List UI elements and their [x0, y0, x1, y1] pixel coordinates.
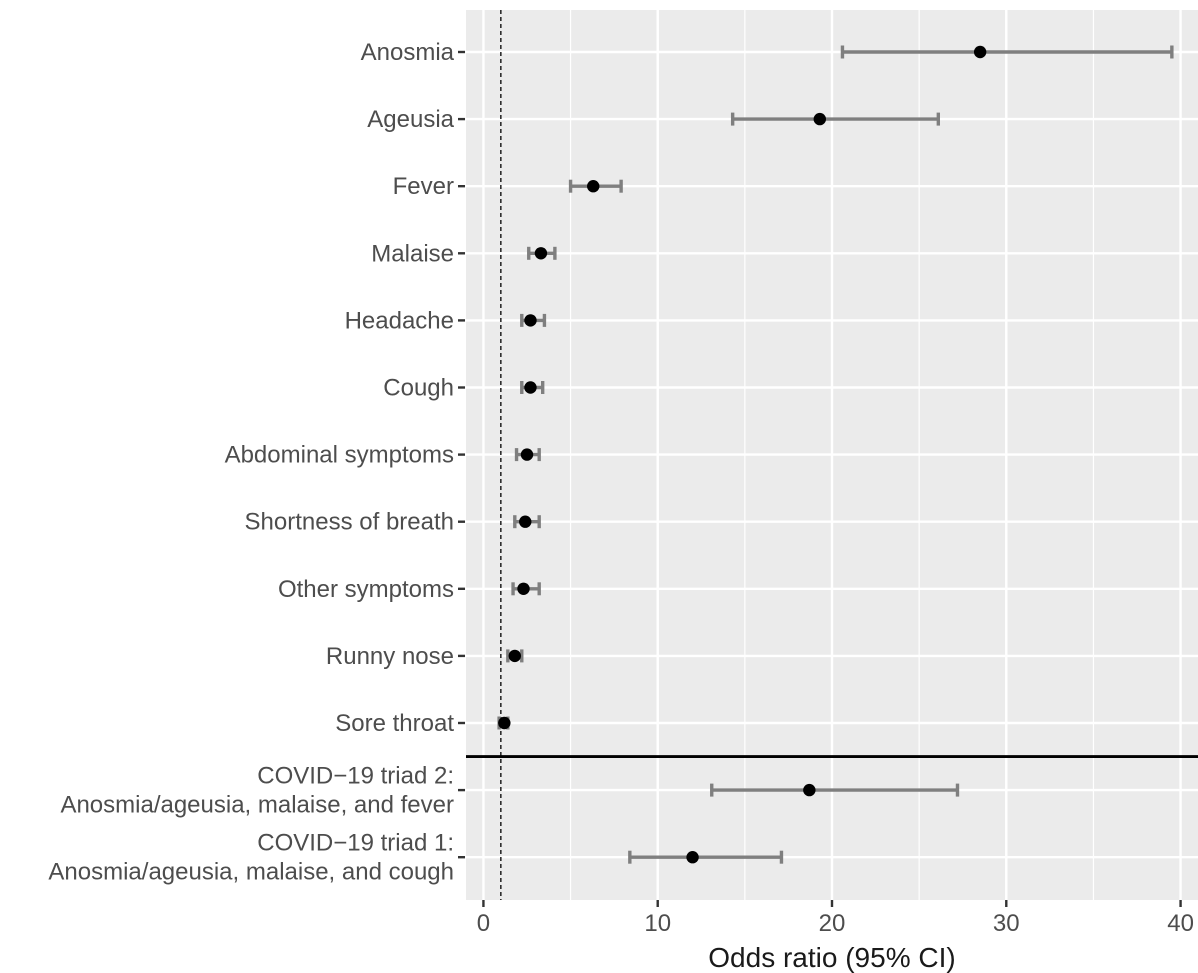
y-tick-label: Anosmia/ageusia, malaise, and fever [60, 792, 454, 819]
error-bar [628, 850, 784, 864]
point-estimate [973, 45, 987, 59]
point-estimate [524, 314, 537, 327]
y-tick-label: Runny nose [326, 643, 454, 670]
x-tick-label: 0 [477, 910, 490, 937]
y-tick-label: Fever [393, 173, 454, 200]
x-tick-label: 20 [819, 910, 846, 937]
point-estimate [498, 716, 511, 730]
point-estimate [517, 582, 530, 595]
error-bar [840, 45, 1174, 59]
y-tick-label: Malaise [371, 240, 454, 267]
y-tick-label: Cough [383, 375, 454, 402]
error-bar [710, 783, 960, 797]
y-tick-label: Headache [345, 307, 454, 334]
x-tick-label: 10 [644, 910, 671, 937]
point-estimate [524, 381, 537, 394]
point-estimate [520, 448, 534, 461]
y-tick-label: COVID−19 triad 1: [257, 830, 454, 857]
y-tick-label: Anosmia/ageusia, malaise, and cough [48, 859, 454, 886]
x-tick-label: 40 [1167, 910, 1194, 937]
x-axis-ticks [482, 900, 1182, 907]
point-estimate [508, 649, 521, 663]
y-axis-ticks [458, 50, 465, 859]
y-tick-label: Shortness of breath [245, 509, 454, 536]
y-tick-label: Other symptoms [278, 576, 454, 603]
point-estimate [519, 515, 532, 528]
y-tick-label: Anosmia [361, 39, 455, 66]
error-bar [730, 112, 941, 126]
y-tick-label: COVID−19 triad 2: [257, 763, 454, 790]
x-axis-title: Odds ratio (95% CI) [708, 942, 955, 973]
point-estimate [534, 247, 548, 260]
point-estimate [587, 180, 600, 193]
point-estimates [498, 45, 987, 864]
point-estimate [686, 851, 699, 864]
point-estimate [813, 112, 826, 126]
x-axis-labels: 0 10 20 30 40 [477, 910, 1194, 937]
y-tick-label: Abdominal symptoms [225, 442, 454, 469]
y-axis-labels: Anosmia Ageusia Fever Malaise Headache Cough A… [48, 39, 454, 886]
y-tick-label: Sore throat [335, 710, 454, 737]
x-tick-label: 30 [993, 910, 1020, 937]
y-tick-label: Ageusia [367, 106, 454, 133]
point-estimate [803, 783, 816, 797]
